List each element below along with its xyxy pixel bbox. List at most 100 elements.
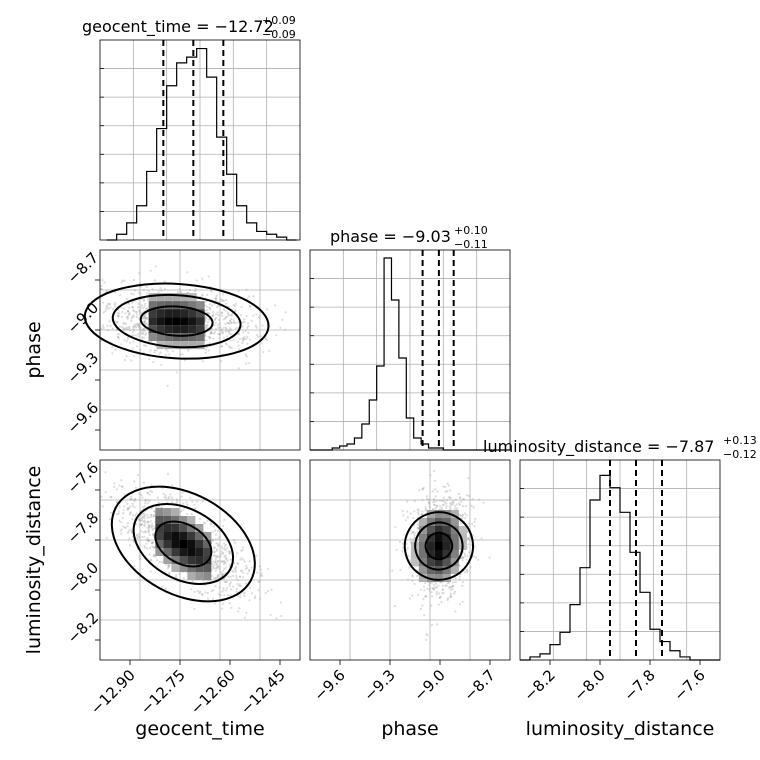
scatter-phase-lumdist-point [421,487,424,490]
scatter-geocent-lumdist-point [167,497,170,500]
scatter-phase-lumdist-point [434,586,437,589]
scatter-geocent-lumdist-point [129,497,132,500]
y-phase-ytick-label: −9.6 [64,399,102,437]
scatter-phase-lumdist-point [451,585,454,588]
scatter-geocent-lumdist-point [129,544,132,547]
scatter-geocent-lumdist-point [206,591,209,595]
scatter-geocent-phase-point [228,314,231,317]
scatter-geocent-lumdist-density-cell [179,548,188,556]
scatter-geocent-phase-point [143,344,146,347]
scatter-geocent-lumdist-point [217,565,220,568]
scatter-phase-lumdist-density-cell [442,550,451,558]
scatter-geocent-phase-point [116,333,119,336]
scatter-geocent-phase-point [237,367,240,370]
scatter-geocent-lumdist-point [179,510,182,513]
scatter-geocent-phase-point [105,304,108,307]
scatter-geocent-lumdist-point [223,594,226,597]
scatter-geocent-lumdist-point [142,531,145,534]
scatter-geocent-lumdist-point [191,579,194,583]
scatter-phase-lumdist-point [411,575,414,578]
scatter-geocent-lumdist-density-cell [171,532,180,540]
scatter-geocent-phase-point [210,290,213,293]
scatter-geocent-phase-point [125,340,128,343]
scatter-geocent-phase-point [125,355,128,358]
scatter-geocent-phase-point [151,288,154,291]
scatter-geocent-lumdist-point [144,531,147,534]
scatter-geocent-lumdist-point [238,575,242,578]
scatter-geocent-lumdist-point [144,530,147,533]
scatter-phase-lumdist-point [466,530,469,533]
scatter-phase-lumdist-point [427,500,430,504]
scatter-geocent-phase-point [120,315,123,319]
scatter-geocent-phase-point [139,312,142,315]
scatter-geocent-phase-point [225,302,228,305]
y-luminosity-distance-ytick-label: −7.6 [64,459,102,497]
scatter-geocent-phase-point [236,326,239,329]
scatter-geocent-phase-point [139,331,142,334]
scatter-geocent-phase-point [214,321,217,324]
scatter-phase-lumdist-point [446,597,450,600]
scatter-geocent-lumdist-point [150,526,153,529]
scatter-geocent-lumdist-point [232,570,235,573]
scatter-geocent-lumdist-point [137,536,140,539]
scatter-geocent-lumdist-point [151,522,154,526]
scatter-geocent-lumdist-point [200,593,203,596]
scatter-geocent-lumdist-point [181,491,184,494]
scatter-geocent-lumdist-point [147,531,150,534]
scatter-geocent-lumdist-density-cell [179,564,188,572]
scatter-geocent-phase-point [135,326,138,329]
scatter-geocent-lumdist-point [144,502,147,505]
scatter-geocent-phase-point [228,322,231,325]
scatter-geocent-lumdist-point [220,560,223,563]
scatter-geocent-phase-point [215,298,218,301]
scatter-geocent-lumdist-point [132,539,135,542]
scatter-geocent-phase-point [139,306,142,309]
scatter-phase-lumdist-density-cell [434,526,443,534]
scatter-geocent-phase-point [132,329,136,332]
scatter-geocent-phase-point [130,317,133,320]
hist-lumdist-frame [519,459,721,661]
scatter-geocent-phase-point [209,289,212,292]
scatter-phase-lumdist-point [442,503,445,506]
scatter-geocent-phase-point [227,321,230,325]
scatter-geocent-phase-point [108,320,111,323]
scatter-geocent-lumdist-point [146,499,149,502]
scatter-phase-lumdist-point [467,537,470,540]
scatter-geocent-lumdist-point [240,585,243,588]
scatter-phase-lumdist-point [461,513,464,516]
scatter-geocent-phase-point [114,302,117,305]
scatter-geocent-phase-point [255,313,258,316]
scatter-geocent-phase-point [139,326,142,329]
scatter-geocent-phase-point [229,339,232,342]
scatter-geocent-lumdist-point [142,520,145,523]
scatter-geocent-lumdist-point [222,586,225,590]
scatter-phase-lumdist-point [421,499,424,502]
scatter-geocent-lumdist-point [219,553,222,556]
scatter-phase-lumdist-point [432,583,435,587]
scatter-geocent-lumdist-point [142,515,145,518]
scatter-phase-lumdist-point [413,536,416,539]
scatter-geocent-phase-point [147,290,150,293]
scatter-phase-lumdist-point [413,534,416,537]
scatter-geocent-lumdist-point [237,610,240,613]
scatter-geocent-lumdist-point [149,558,152,561]
scatter-geocent-phase-point [130,319,133,322]
scatter-geocent-phase-point [230,321,233,324]
scatter-geocent-lumdist-point [189,496,192,499]
scatter-geocent-phase-point [128,329,131,332]
scatter-geocent-lumdist-point [158,560,161,564]
scatter-phase-lumdist-point [472,555,475,558]
scatter-geocent-lumdist-point [150,541,153,544]
scatter-geocent-lumdist-point [166,566,169,570]
scatter-geocent-lumdist-point [211,538,214,541]
scatter-geocent-lumdist-point [222,569,225,572]
scatter-geocent-phase-density-cell [180,317,189,326]
ylabel-luminosity-distance: luminosity_distance [23,466,45,655]
scatter-geocent-phase-point [137,302,140,305]
scatter-phase-lumdist-point [437,603,440,606]
scatter-geocent-phase-density-cell [196,317,205,326]
scatter-geocent-lumdist-point [209,523,212,526]
scatter-geocent-lumdist-point [266,589,269,593]
scatter-geocent-lumdist-point [143,505,146,508]
scatter-geocent-phase-point [175,371,178,374]
